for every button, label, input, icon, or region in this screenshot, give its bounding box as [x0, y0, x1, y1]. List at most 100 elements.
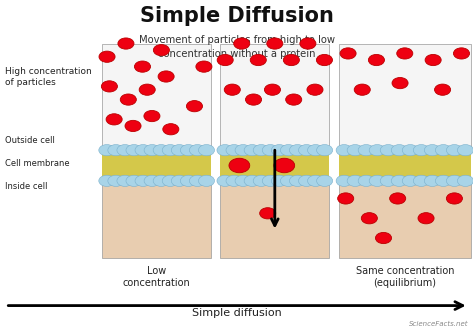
Circle shape: [380, 175, 396, 186]
Circle shape: [217, 145, 233, 156]
Circle shape: [308, 145, 324, 156]
Bar: [338, 154, 471, 177]
Circle shape: [234, 38, 250, 49]
Text: High concentration
of particles: High concentration of particles: [5, 67, 92, 87]
Circle shape: [135, 175, 151, 186]
Circle shape: [336, 145, 352, 156]
Bar: [338, 44, 471, 147]
Circle shape: [391, 145, 407, 156]
Circle shape: [262, 175, 278, 186]
Circle shape: [424, 175, 440, 186]
Circle shape: [196, 61, 212, 72]
Circle shape: [253, 145, 269, 156]
Circle shape: [392, 77, 408, 89]
Circle shape: [454, 48, 470, 59]
Circle shape: [154, 45, 169, 56]
Bar: [102, 44, 211, 147]
Circle shape: [180, 145, 196, 156]
Circle shape: [118, 38, 134, 49]
Bar: [338, 184, 471, 258]
Circle shape: [413, 145, 429, 156]
Text: Simple Diffusion: Simple Diffusion: [140, 6, 334, 25]
Circle shape: [106, 114, 122, 125]
Circle shape: [280, 145, 296, 156]
Circle shape: [163, 124, 179, 135]
Circle shape: [253, 175, 269, 186]
Circle shape: [144, 145, 160, 156]
Circle shape: [271, 175, 287, 186]
Circle shape: [299, 145, 315, 156]
Text: Movement of particles from high to low
concentration without a protein: Movement of particles from high to low c…: [139, 35, 335, 59]
Circle shape: [101, 81, 118, 92]
Circle shape: [354, 84, 370, 95]
Circle shape: [397, 48, 413, 59]
Circle shape: [283, 54, 300, 66]
Circle shape: [299, 175, 315, 186]
Circle shape: [120, 94, 137, 105]
Circle shape: [435, 175, 451, 186]
Circle shape: [162, 175, 178, 186]
Circle shape: [235, 145, 251, 156]
Circle shape: [171, 175, 187, 186]
Circle shape: [447, 145, 463, 156]
Circle shape: [336, 175, 352, 186]
Circle shape: [126, 175, 142, 186]
Circle shape: [369, 175, 385, 186]
Circle shape: [447, 193, 463, 204]
Circle shape: [99, 175, 115, 186]
Circle shape: [300, 38, 316, 49]
Circle shape: [271, 145, 287, 156]
Circle shape: [390, 193, 406, 204]
Circle shape: [144, 175, 160, 186]
Circle shape: [435, 145, 451, 156]
Circle shape: [418, 213, 434, 224]
Circle shape: [235, 175, 251, 186]
Circle shape: [153, 145, 169, 156]
Bar: [220, 154, 329, 177]
Circle shape: [347, 145, 363, 156]
Circle shape: [199, 175, 215, 186]
Circle shape: [391, 175, 407, 186]
Circle shape: [229, 158, 250, 173]
Bar: [102, 154, 211, 177]
Circle shape: [457, 145, 474, 156]
Text: Inside cell: Inside cell: [5, 182, 48, 191]
Circle shape: [317, 145, 333, 156]
Circle shape: [99, 145, 115, 156]
Circle shape: [224, 84, 240, 95]
Circle shape: [290, 175, 305, 186]
Circle shape: [244, 175, 260, 186]
Circle shape: [144, 111, 160, 122]
Circle shape: [358, 175, 374, 186]
Text: Cell membrane: Cell membrane: [5, 159, 70, 168]
Circle shape: [402, 145, 419, 156]
Circle shape: [317, 175, 333, 186]
Circle shape: [260, 208, 276, 219]
Bar: [220, 184, 329, 258]
Circle shape: [368, 54, 384, 66]
Circle shape: [369, 145, 385, 156]
Circle shape: [361, 213, 377, 224]
Circle shape: [153, 175, 169, 186]
Text: Simple diffusion: Simple diffusion: [192, 308, 282, 318]
Circle shape: [158, 71, 174, 82]
Circle shape: [380, 145, 396, 156]
Circle shape: [139, 84, 155, 95]
Circle shape: [402, 175, 419, 186]
Circle shape: [286, 94, 302, 105]
Circle shape: [274, 158, 295, 173]
Bar: [220, 44, 329, 147]
Circle shape: [424, 145, 440, 156]
Circle shape: [280, 175, 296, 186]
Circle shape: [457, 175, 474, 186]
Circle shape: [246, 94, 262, 105]
Text: Outside cell: Outside cell: [5, 136, 55, 145]
Circle shape: [226, 175, 242, 186]
Circle shape: [264, 84, 281, 95]
Circle shape: [186, 101, 202, 112]
Circle shape: [217, 54, 233, 66]
Circle shape: [162, 145, 178, 156]
Circle shape: [190, 175, 205, 186]
Circle shape: [244, 145, 260, 156]
Circle shape: [267, 38, 283, 49]
